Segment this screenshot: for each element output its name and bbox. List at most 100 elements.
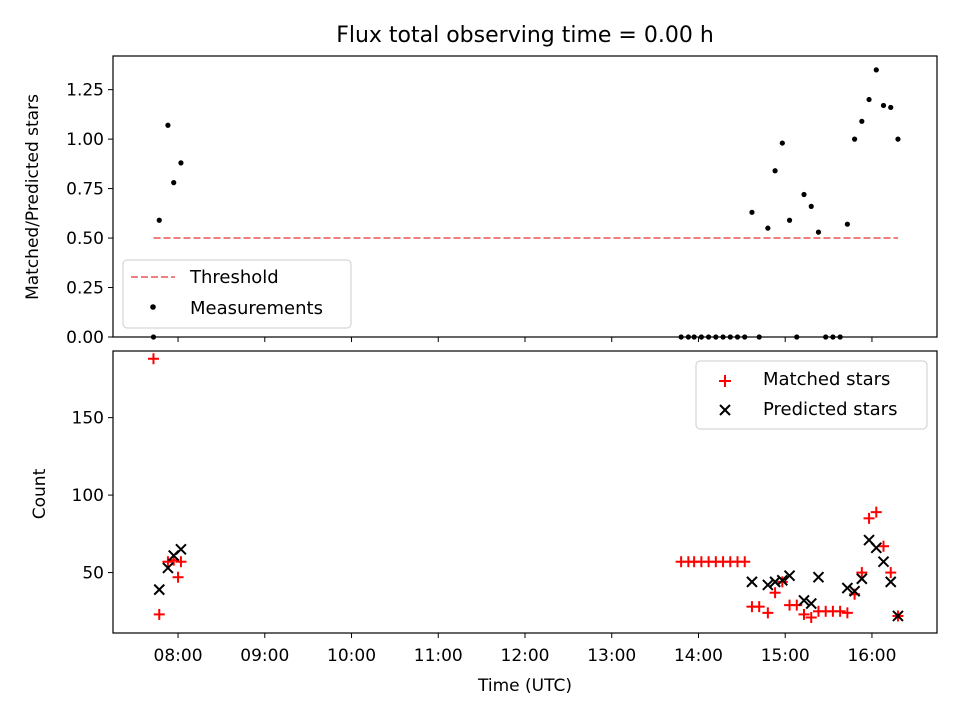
predicted-star-stroke-b [805, 597, 817, 610]
measurement-point [786, 217, 793, 223]
predicted-legend-swatch [719, 404, 731, 416]
measurements-legend-label: Measurements [190, 298, 323, 319]
predicted-star-point [762, 579, 774, 591]
top-ytick-label: 0.25 [66, 279, 104, 299]
predicted-star-stroke-b [877, 556, 890, 568]
bottom-xlabel: Time (UTC) [477, 676, 572, 696]
bottom-legend-box [695, 360, 928, 430]
matched-star-point [841, 607, 853, 619]
measurement-point [749, 209, 755, 215]
top-legend: Threshold Measurements [122, 259, 352, 329]
predicted-star-point [848, 585, 861, 597]
matched-star-point [175, 556, 187, 568]
matched-star-point [878, 540, 890, 552]
measurement-point [859, 118, 865, 124]
predicted-star-stroke-b [746, 576, 758, 588]
bottom-y-axis: 50 100 150 [72, 409, 113, 584]
measurement-point [895, 136, 901, 142]
bottom-xtick-label: 15:00 [761, 646, 810, 666]
predicted-star-point [153, 583, 165, 596]
predicted-star-point [175, 543, 187, 556]
predicted-star-point [162, 562, 174, 574]
predicted-star-point [812, 571, 825, 583]
matched-legend-swatch [719, 375, 731, 387]
predicted-star-stroke-b [162, 562, 174, 574]
matched-star-point [834, 605, 846, 617]
matched-star-point [739, 556, 751, 568]
predicted-star-stroke-b [841, 582, 854, 594]
matched-star-point [147, 353, 159, 365]
top-ytick-label: 1.25 [66, 81, 104, 101]
top-title: Flux total observing time = 0.00 h [336, 23, 714, 48]
bottom-x-axis: 08:00 09:00 10:00 11:00 12:00 13:00 14:00 15:00… [154, 633, 896, 666]
predicted-star-point [841, 582, 854, 594]
threshold-legend-label: Threshold [189, 267, 279, 288]
matched-star-point [885, 567, 897, 579]
predicted-star-point [856, 573, 868, 585]
bottom-xtick-label: 09:00 [240, 646, 289, 666]
bottom-legend: Matched stars Predicted stars [695, 360, 928, 430]
bottom-xtick-label: 12:00 [501, 646, 550, 666]
measurement-point [844, 221, 850, 227]
predicted-legend-label: Predicted stars [763, 399, 897, 420]
measurement-point [873, 67, 879, 73]
bottom-xtick-label: 14:00 [674, 646, 723, 666]
predicted-star-stroke-b [175, 543, 187, 556]
matched-legend-label: Matched stars [763, 369, 890, 390]
matched-star-point [762, 607, 774, 619]
predicted-star-point [783, 569, 796, 582]
predicted-star-stroke-b [776, 574, 789, 587]
matched-star-point [776, 576, 788, 588]
matched-star-point [805, 612, 817, 624]
matched-star-point [753, 601, 765, 613]
bottom-xtick-label: 11:00 [414, 646, 463, 666]
measurement-point [801, 191, 807, 198]
matched-star-point [153, 608, 165, 620]
predicted-star-stroke-b [769, 576, 781, 588]
measurement-point [880, 102, 887, 109]
predicted-star-point [798, 594, 810, 607]
top-ytick-label: 1.00 [66, 130, 104, 150]
predicted-star-point [805, 597, 817, 610]
top-ytick-label: 0.50 [66, 229, 104, 249]
top-x-axis [177, 337, 873, 342]
bottom-marks [147, 353, 904, 624]
measurement-point [888, 104, 894, 111]
predicted-star-point [892, 610, 904, 622]
predicted-star-stroke-b [863, 534, 875, 546]
bottom-xtick-label: 08:00 [154, 646, 203, 666]
predicted-star-stroke-b [870, 542, 882, 554]
bottom-xtick-label: 13:00 [587, 646, 636, 666]
bottom-axes-frame [112, 350, 938, 634]
predicted-star-stroke-b [812, 571, 825, 583]
measurement-point [772, 168, 778, 174]
predicted-star-point [877, 556, 890, 568]
top-ylabel: Matched/Predicted stars [23, 94, 43, 300]
measurement-point [765, 225, 771, 231]
measurement-point [852, 136, 858, 142]
predicted-star-stroke-b [798, 594, 810, 607]
measurement-point [165, 122, 171, 128]
top-marks [150, 67, 901, 340]
predicted-star-stroke-b [762, 579, 774, 591]
predicted-star-stroke-b [856, 573, 868, 585]
measurement-point [178, 160, 184, 166]
top-legend-box [122, 259, 352, 329]
predicted-star-point [746, 576, 758, 588]
matched-star-point [798, 608, 810, 620]
measurement-point [779, 140, 785, 146]
predicted-star-point [885, 576, 897, 588]
bottom-ytick-label: 50 [82, 564, 104, 584]
predicted-star-stroke-b [885, 576, 897, 588]
matched-star-point [870, 506, 882, 518]
matched-star-point [172, 571, 184, 583]
matched-star-point [162, 556, 174, 568]
predicted-star-stroke-b [153, 583, 165, 596]
top-ytick-label: 0.00 [66, 328, 104, 348]
predicted-star-point [776, 574, 789, 587]
bottom-xtick-label: 10:00 [327, 646, 376, 666]
measurements-legend-swatch [150, 304, 156, 310]
measurement-point [171, 180, 177, 186]
measurement-point [808, 203, 814, 209]
